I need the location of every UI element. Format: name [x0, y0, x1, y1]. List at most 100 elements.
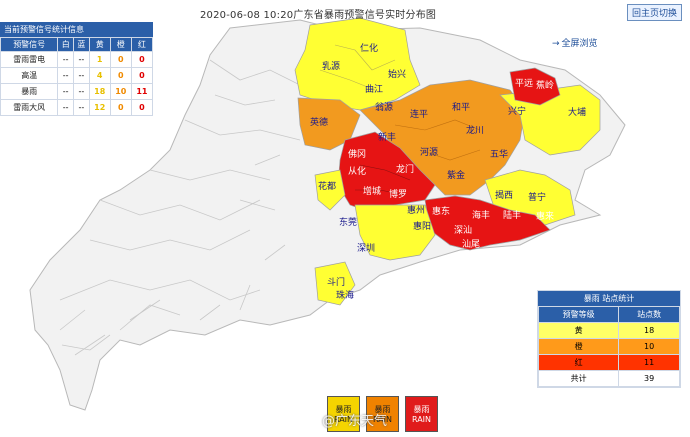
city-label: 普宁 [528, 191, 546, 203]
cell-blue: -- [73, 51, 90, 68]
table-row: 橙 10 [537, 338, 680, 355]
city-label: 从化 [348, 165, 366, 177]
city-label: 惠州 [407, 204, 425, 216]
cell-red: 11 [130, 83, 154, 100]
cell-white: -- [57, 83, 75, 100]
rainstorm-red-icon: 暴雨 RAIN [405, 396, 438, 432]
total-label: 共计 [537, 370, 620, 387]
cell-blue: -- [73, 83, 90, 100]
city-label: 斗门 [327, 276, 345, 288]
city-label: 珠海 [336, 289, 354, 301]
rain-stats-table: 预警等级 站点数 黄 18 橙 10 红 11 共计 39 [537, 306, 680, 387]
warning-sign-legend: 暴雨 RAIN 暴雨 RAIN 暴雨 RAIN [327, 396, 438, 432]
map-title: 2020-06-08 10:20广东省暴雨预警信号实时分布图 [200, 10, 437, 21]
cell-yellow: 4 [88, 67, 111, 84]
warning-stats-panel: 当前预警信号统计信息 预警信号 白 蓝 黄 橙 红 雷雨雷电 -- -- 1 0 0 高温 -… [0, 22, 154, 116]
city-label: 翁源 [375, 101, 393, 113]
city-label: 佛冈 [348, 148, 366, 160]
count-orange: 10 [618, 338, 680, 355]
cell-red: 0 [130, 67, 154, 84]
fullscreen-link[interactable]: → 全屏浏览 [552, 36, 598, 49]
region-pearl-yellow [354, 204, 436, 261]
region-zhuhai-yellow [314, 261, 356, 306]
col-white: 白 [57, 37, 75, 52]
col-yellow: 黄 [88, 37, 111, 52]
row-name: 暴雨 [0, 83, 59, 100]
sign-sub: RAIN [333, 415, 354, 424]
city-label: 东莞 [339, 216, 357, 228]
city-label: 惠阳 [413, 220, 431, 232]
level-yellow: 黄 [537, 322, 620, 339]
city-label: 仁化 [360, 42, 378, 54]
col-count: 站点数 [618, 306, 680, 323]
region-yingde-orange [297, 97, 361, 151]
region-north-yellow [294, 17, 421, 111]
city-label: 海丰 [472, 209, 490, 221]
cell-yellow: 1 [88, 51, 111, 68]
city-label: 乳源 [322, 60, 340, 72]
city-label: 龙川 [466, 124, 484, 136]
rain-station-stats-panel: 暴雨 站点统计 预警等级 站点数 黄 18 橙 10 红 11 共计 39 [537, 290, 681, 388]
cell-yellow: 12 [88, 99, 111, 116]
cell-orange: 0 [109, 51, 132, 68]
city-label: 五华 [490, 148, 508, 160]
watermark: @广东天气 [322, 414, 388, 429]
warning-stats-header: 当前预警信号统计信息 [0, 22, 153, 37]
level-red: 红 [537, 354, 620, 371]
region-pingyuan-red [509, 67, 561, 106]
city-label: 河源 [420, 146, 438, 158]
cell-yellow: 18 [88, 83, 111, 100]
city-label: 博罗 [389, 188, 407, 200]
table-row: 共计 39 [537, 370, 680, 387]
city-label: 新丰 [378, 131, 396, 143]
city-label: 连平 [410, 108, 428, 120]
city-label: 陆丰 [503, 209, 521, 221]
col-signal: 预警信号 [0, 37, 59, 52]
table-row: 高温 -- -- 4 0 0 [0, 67, 154, 84]
count-red: 11 [618, 354, 680, 371]
sign-label: 暴雨 [335, 405, 352, 414]
region-ne-yellow [499, 84, 601, 156]
cell-orange: 0 [109, 67, 132, 84]
sign-label: 暴雨 [374, 405, 391, 414]
cell-blue: -- [73, 99, 90, 116]
table-row: 雷雨雷电 -- -- 1 0 0 [0, 51, 154, 68]
city-label: 惠东 [432, 205, 450, 217]
row-name: 雷雨雷电 [0, 51, 59, 68]
cell-red: 0 [130, 51, 154, 68]
sign-label: 暴雨 [413, 405, 430, 414]
city-label: 英德 [310, 116, 328, 128]
col-blue: 蓝 [73, 37, 90, 52]
row-name: 高温 [0, 67, 59, 84]
city-label: 蕉岭 [536, 79, 554, 91]
arrow-icon: → [552, 39, 560, 49]
sign-sub: RAIN [372, 415, 393, 424]
city-label: 始兴 [388, 68, 406, 80]
city-label: 惠来 [536, 210, 554, 222]
city-label: 深圳 [357, 243, 375, 254]
city-label: 揭西 [495, 189, 513, 201]
region-coast-red [424, 195, 551, 251]
table-row: 雷雨大风 -- -- 12 0 0 [0, 99, 154, 116]
city-label: 汕尾 [462, 239, 480, 250]
city-label: 紫金 [447, 169, 465, 181]
rain-stats-title: 暴雨 站点统计 [538, 291, 680, 306]
cell-blue: -- [73, 67, 90, 84]
city-label: 大埔 [568, 106, 586, 118]
row-name: 雷雨大风 [0, 99, 59, 116]
table-row: 黄 18 [537, 322, 680, 339]
table-row: 暴雨 -- -- 18 10 11 [0, 83, 154, 100]
col-level: 预警等级 [537, 306, 620, 323]
home-link[interactable]: 回主页切换 [626, 4, 682, 21]
col-red: 红 [130, 37, 154, 52]
cell-orange: 0 [109, 99, 132, 116]
rainstorm-yellow-icon: 暴雨 RAIN [327, 396, 360, 432]
city-label: 龙门 [396, 163, 414, 175]
count-yellow: 18 [618, 322, 680, 339]
city-label: 平远 [515, 78, 533, 89]
city-label: 花都 [318, 180, 336, 192]
cell-white: -- [57, 67, 75, 84]
city-label: 兴宁 [508, 105, 526, 117]
